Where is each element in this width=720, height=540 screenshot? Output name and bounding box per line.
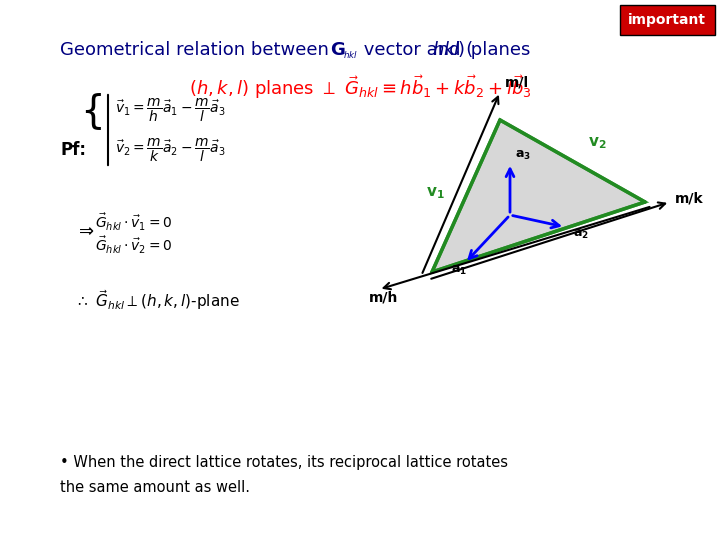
Text: $\vec{v}_1 = \dfrac{m}{h}\vec{a}_1 - \dfrac{m}{l}\vec{a}_3$: $\vec{v}_1 = \dfrac{m}{h}\vec{a}_1 - \df… <box>115 96 226 124</box>
Text: $\mathbf{v_2}$: $\mathbf{v_2}$ <box>588 135 606 151</box>
Text: $\mathbf{a_3}$: $\mathbf{a_3}$ <box>515 149 531 162</box>
Text: $\mathbf{G}$: $\mathbf{G}$ <box>330 41 346 59</box>
Text: m/h: m/h <box>369 291 398 305</box>
Text: $\therefore\ \vec{G}_{hkl} \perp (h,k,l)\text{-plane}$: $\therefore\ \vec{G}_{hkl} \perp (h,k,l)… <box>75 288 240 312</box>
Text: • When the direct lattice rotates, its reciprocal lattice rotates
the same amoun: • When the direct lattice rotates, its r… <box>60 455 508 495</box>
Text: ) planes: ) planes <box>458 41 531 59</box>
Text: $_{hkl}$: $_{hkl}$ <box>343 48 358 60</box>
Text: $\vec{G}_{hkl} \cdot \vec{v}_1 = 0$: $\vec{G}_{hkl} \cdot \vec{v}_1 = 0$ <box>95 212 172 233</box>
Text: $\mathbf{v_1}$: $\mathbf{v_1}$ <box>426 185 445 201</box>
Text: m/k: m/k <box>675 191 703 205</box>
Polygon shape <box>432 120 645 272</box>
Text: vector and (: vector and ( <box>358 41 473 59</box>
Text: $(h,k,l)$ planes $\perp$ $\vec{G}_{hkl} \equiv h\vec{b}_1 + k\vec{b}_2 + l\vec{b: $(h,k,l)$ planes $\perp$ $\vec{G}_{hkl} … <box>189 73 531 101</box>
Text: m/l: m/l <box>505 76 529 90</box>
Text: $\mathbf{a_1}$: $\mathbf{a_1}$ <box>451 264 467 277</box>
Text: $hkl$: $hkl$ <box>432 41 461 59</box>
Text: {: { <box>80 92 105 130</box>
Text: important: important <box>628 13 706 27</box>
FancyBboxPatch shape <box>620 5 715 35</box>
Text: Pf:: Pf: <box>60 141 86 159</box>
Text: $\mathbf{a_2}$: $\mathbf{a_2}$ <box>573 228 589 241</box>
Text: $\vec{G}_{hkl} \cdot \vec{v}_2 = 0$: $\vec{G}_{hkl} \cdot \vec{v}_2 = 0$ <box>95 234 172 255</box>
Text: $\Rightarrow$: $\Rightarrow$ <box>75 221 95 239</box>
Text: Geometrical relation between: Geometrical relation between <box>60 41 335 59</box>
Text: $\vec{v}_2 = \dfrac{m}{k}\vec{a}_2 - \dfrac{m}{l}\vec{a}_3$: $\vec{v}_2 = \dfrac{m}{k}\vec{a}_2 - \df… <box>115 136 226 164</box>
